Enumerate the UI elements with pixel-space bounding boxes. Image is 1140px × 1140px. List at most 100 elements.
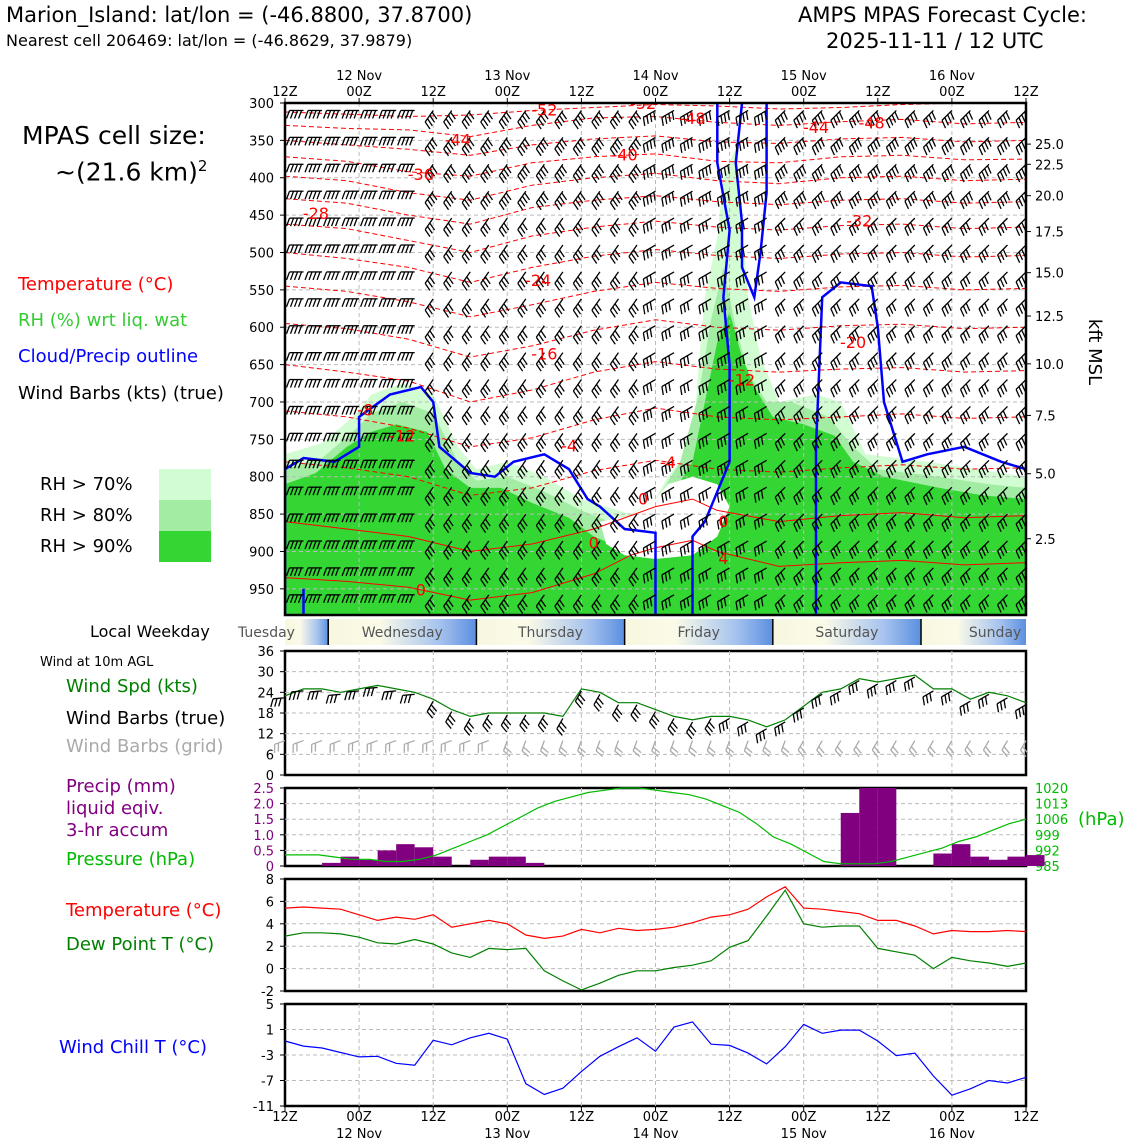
- upper-wind-barb: [322, 217, 341, 227]
- barb-feather: [783, 111, 788, 120]
- barb-feather: [540, 491, 547, 500]
- barb-feather: [429, 141, 436, 150]
- upper-wind-barb: [774, 190, 788, 210]
- barb-feather: [854, 410, 860, 419]
- barb-feather: [535, 417, 542, 426]
- barb-feather: [941, 227, 947, 237]
- barb-feather: [716, 601, 720, 611]
- barb-feather: [688, 728, 695, 736]
- upper-wind-barb: [716, 594, 730, 611]
- barb-feather: [922, 147, 928, 156]
- barb-feather: [757, 518, 761, 528]
- barb-feather: [517, 552, 524, 560]
- barb-staff: [978, 298, 990, 310]
- barb-staff: [609, 325, 619, 338]
- barb-feather: [466, 437, 473, 446]
- barb-feather: [519, 495, 526, 503]
- barb-staff: [480, 217, 490, 230]
- barb-feather: [285, 540, 291, 550]
- upper-wind-barb: [811, 352, 823, 371]
- barb-feather: [322, 298, 328, 308]
- upper-wind-barb: [774, 271, 786, 290]
- barb-feather: [668, 463, 671, 472]
- barb-feather: [289, 137, 295, 146]
- barb-feather: [978, 173, 984, 183]
- barb-feather: [330, 190, 336, 200]
- barb-feather: [630, 199, 637, 207]
- upper-wind-barb: [922, 271, 934, 290]
- barb-feather: [716, 574, 720, 584]
- upper-wind-barb: [304, 109, 323, 119]
- barb-feather: [372, 433, 377, 442]
- barb-feather: [326, 594, 332, 604]
- barb-feather: [554, 605, 561, 614]
- upper-wind-barb: [904, 513, 916, 533]
- upper-wind-barb: [885, 163, 900, 183]
- barb-feather: [668, 382, 671, 392]
- upper-wind-barb: [793, 459, 805, 479]
- upper-wind-barb: [735, 136, 749, 153]
- barb-feather: [535, 390, 542, 399]
- barb-feather: [503, 303, 510, 312]
- upper-wind-barb: [498, 406, 510, 426]
- barb-feather: [482, 333, 489, 342]
- barb-feather: [753, 520, 757, 530]
- barb-feather: [334, 325, 340, 334]
- barb-feather: [683, 465, 686, 474]
- barb-feather: [774, 173, 780, 183]
- upper-wind-barb: [978, 513, 990, 533]
- barb-feather: [798, 598, 804, 608]
- barb-feather: [630, 225, 637, 234]
- barb-feather: [679, 224, 683, 234]
- barb-feather: [612, 414, 619, 423]
- upper-wind-barb: [642, 486, 656, 503]
- barb-feather: [959, 335, 965, 344]
- barb-feather: [615, 707, 623, 716]
- barb-feather: [593, 602, 600, 611]
- barb-feather: [591, 229, 598, 237]
- barb-feather: [679, 305, 683, 315]
- barb-staff: [735, 352, 749, 361]
- upper-wind-barb: [978, 406, 990, 425]
- upper-wind-barb: [642, 513, 656, 530]
- upper-wind-barb: [572, 513, 584, 533]
- barb-feather: [777, 467, 783, 476]
- upper-wind-barb: [424, 110, 438, 130]
- barb-feather: [777, 198, 783, 207]
- barb-feather: [577, 384, 584, 392]
- barb-feather: [297, 406, 303, 415]
- barb-staff: [685, 721, 694, 733]
- upper-wind-barb: [848, 540, 860, 559]
- precip-bar-5: [377, 850, 397, 866]
- barb-feather: [735, 494, 739, 503]
- barb-feather: [595, 303, 602, 312]
- barb-feather: [780, 114, 786, 123]
- barb-feather: [542, 138, 549, 147]
- barb-feather: [870, 305, 875, 314]
- barb-feather: [904, 147, 910, 156]
- barb-feather: [378, 217, 383, 227]
- barb-feather: [272, 191, 275, 199]
- barb-feather: [572, 471, 579, 480]
- upper-wind-barb: [572, 432, 584, 453]
- barb-feather: [999, 520, 1005, 530]
- rh-swatch-1: [159, 469, 211, 500]
- barb-feather: [540, 330, 547, 339]
- upper-wind-barb: [774, 325, 786, 344]
- barb-feather: [575, 521, 582, 530]
- upper-wind-barb: [716, 109, 730, 127]
- barb-staff: [811, 271, 823, 283]
- upper-wind-barb: [591, 594, 602, 614]
- barb-feather: [1015, 416, 1021, 425]
- upper-wind-barb: [554, 298, 565, 318]
- barb-feather: [705, 274, 708, 284]
- barb-staff: [978, 486, 990, 498]
- barb-feather: [814, 278, 820, 288]
- barb-staff: [498, 325, 508, 338]
- barb-feather: [445, 172, 452, 180]
- barb-feather: [341, 460, 346, 469]
- barb-feather: [996, 523, 1002, 533]
- barb-feather: [817, 302, 823, 312]
- upper-wind-barb: [609, 325, 621, 345]
- temp-tick-4: 6: [266, 895, 274, 910]
